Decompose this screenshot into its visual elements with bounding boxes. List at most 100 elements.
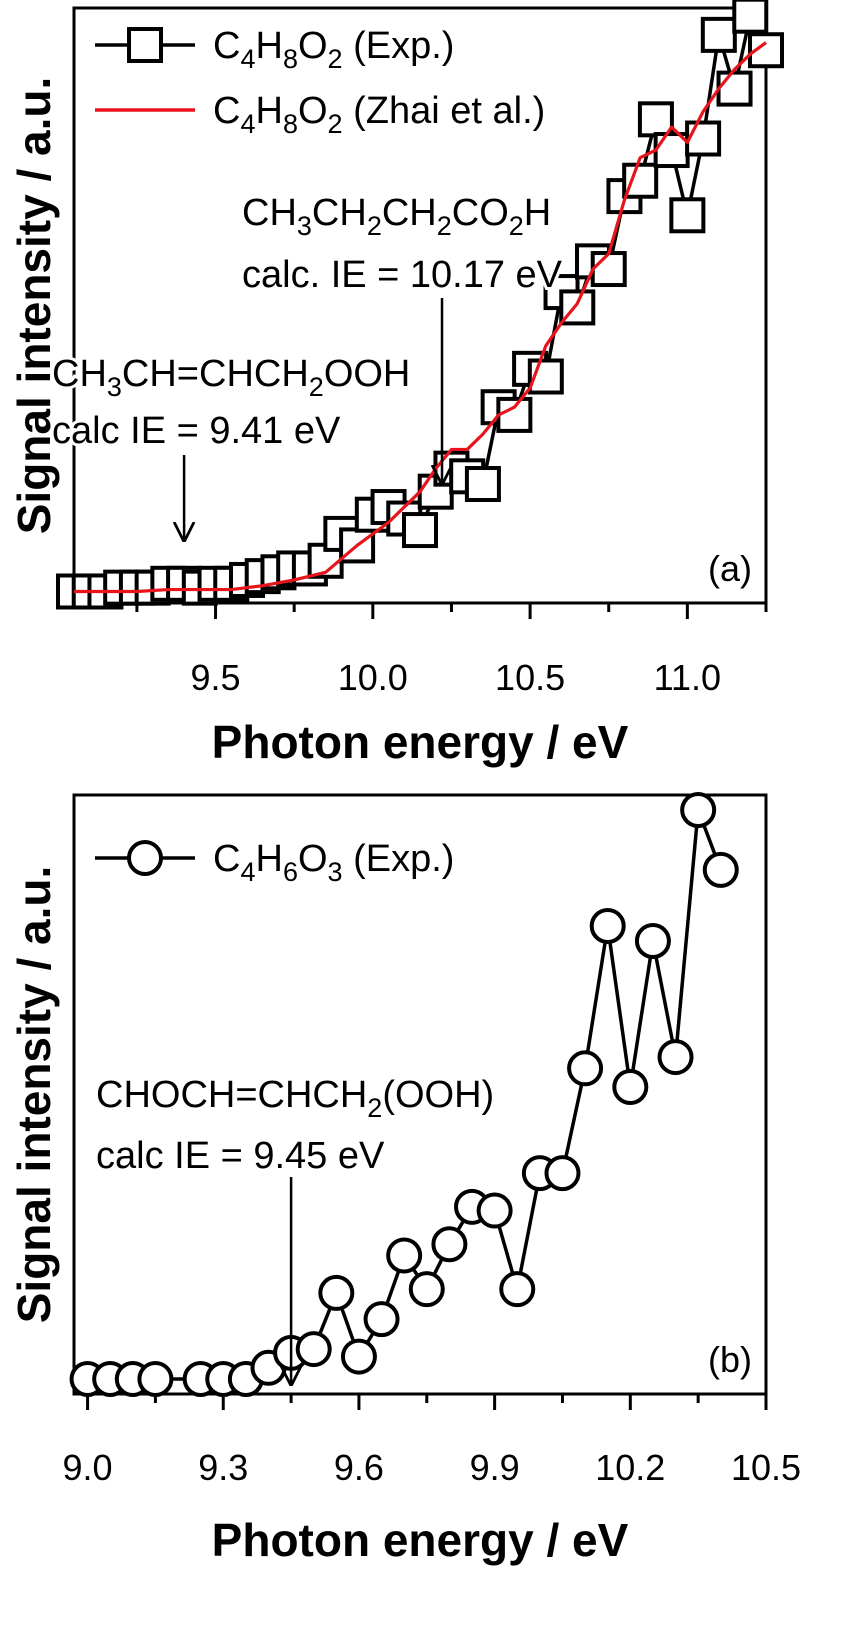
data-point-square [669,197,706,234]
legend-circle-marker [127,840,163,876]
data-point-circle [386,1237,423,1274]
y-axis-title: Signal intensity / a.u. [8,77,60,535]
legend-label-part: 4 [240,857,255,887]
data-point-circle [612,1069,649,1106]
annotation-line-part: CO [452,192,509,234]
data-point-circle [680,791,717,828]
data-point-circle [295,1331,332,1368]
data-point-square [590,251,627,288]
legend-label-part: (Zhai et al.) [343,90,546,132]
x-tick-label: 9.5 [191,657,241,698]
legend-label-part: H [255,25,282,67]
data-point-circle [318,1274,355,1311]
annotation-line-part: CH [382,192,437,234]
x-tick-label: 10.5 [495,657,565,698]
annotation: CHOCH=CHCH2(OOH) calc IE = 9.45 eV [93,1071,497,1384]
legend-label-part: (Exp.) [343,838,455,880]
data-point-square [732,0,769,34]
data-point-square [622,162,659,199]
plot-frame [72,6,768,605]
x-tick-label: 10.2 [595,1447,665,1488]
annotation-line: CH3CH2CH2CO2H [242,192,551,241]
x-tick-label: 10.0 [338,657,408,698]
data-point-circle [589,908,626,945]
legend-label: C4H6O3 (Exp.) [213,838,454,887]
legend-label-part: C [213,838,240,880]
legend: C4H6O3 (Exp.) [95,838,454,887]
legend-label-part: O [298,25,328,67]
data-point-circle [657,1039,694,1076]
series-line [74,41,767,594]
legend-label-part: O [298,838,328,880]
legend-label: C4H8O2 (Exp.) [213,25,454,74]
annotation-line: calc IE = 9.45 eV [96,1135,385,1177]
data-point-square [464,466,501,502]
annotation-line-part: 2 [309,372,324,402]
annotation-line-part: 2 [509,211,524,241]
legend-label-part: 4 [240,109,255,139]
annotation-line-part: 2 [367,1093,382,1123]
annotation-line-part: CH [242,192,297,234]
annotation-line: calc IE = 9.41 eV [52,410,341,452]
legend-label-part: 8 [283,44,298,74]
data-point-square [637,101,674,138]
x-tick-label: 9.6 [334,1447,384,1488]
series-0 [56,0,784,610]
annotation-line-part: OOH [324,353,411,395]
legend-label-part: 4 [240,44,255,74]
panel-label: (a) [708,548,752,589]
data-point-circle [702,851,739,888]
data-point-square [716,70,753,107]
legend-label-part: C [213,25,240,67]
annotation-line-part: (OOH) [382,1074,494,1116]
data-point-circle [431,1226,468,1263]
legend-label-part: 8 [283,109,298,139]
legend-label-part: H [255,838,282,880]
legend-label-part: 2 [328,44,343,74]
annotation-line-part: 2 [367,211,382,241]
x-tick-label: 9.3 [198,1447,248,1488]
annotation-line-part: CH [312,192,367,234]
annotation-line-part: calc. IE = 10.17 eV [242,254,563,296]
legend-label-part: O [298,90,328,132]
series-1 [74,41,767,594]
legend-square-marker [127,27,163,63]
data-point-circle [567,1050,604,1087]
legend-label-part: (Exp.) [343,25,455,67]
y-axis-title: Signal intensity / a.u. [8,866,60,1324]
series-0 [69,791,739,1398]
annotation-line-part: calc IE = 9.41 eV [52,410,341,452]
data-point-circle [476,1192,513,1229]
annotation-line-part: 3 [107,372,122,402]
data-point-circle [544,1155,581,1192]
panel-label: (b) [708,1339,752,1380]
data-point-circle [634,923,671,960]
data-point-square [685,120,722,157]
annotation-line-part: CH=CHCH [122,353,309,395]
panel-a: 9.5 10.0 10.5 11.0 Photon energy / eV Signal … [8,0,784,768]
annotation-line: calc. IE = 10.17 eV [242,254,563,296]
annotation-line-part: 3 [297,211,312,241]
data-point-circle [340,1338,377,1375]
x-tick-label: 10.5 [731,1447,801,1488]
annotation-line-part: CH [52,353,107,395]
x-axis-title: Photon energy / eV [212,716,629,768]
legend: C4H8O2 (Exp.)C4H8O2 (Zhai et al.) [95,25,545,139]
annotation-line-part: CHOCH=CHCH [96,1074,367,1116]
legend-label-part: 6 [283,857,298,887]
x-tick-label: 9.9 [470,1447,520,1488]
legend-label-part: H [255,90,282,132]
legend-label: C4H8O2 (Zhai et al.) [213,90,545,139]
annotation-line: CH3CH=CHCH2OOH [52,353,410,402]
data-point-square [700,16,737,53]
annotation: CH3CH=CHCH2OOH calc IE = 9.41 eV [49,350,413,540]
annotation-line-part: 2 [437,211,452,241]
data-point-square [402,512,438,549]
legend-label-part: 3 [328,857,343,887]
plot-frame [72,793,768,1396]
legend-label-part: C [213,90,240,132]
annotation-line: CHOCH=CHCH2(OOH) [96,1074,494,1123]
x-tick-label: 11.0 [654,657,721,698]
